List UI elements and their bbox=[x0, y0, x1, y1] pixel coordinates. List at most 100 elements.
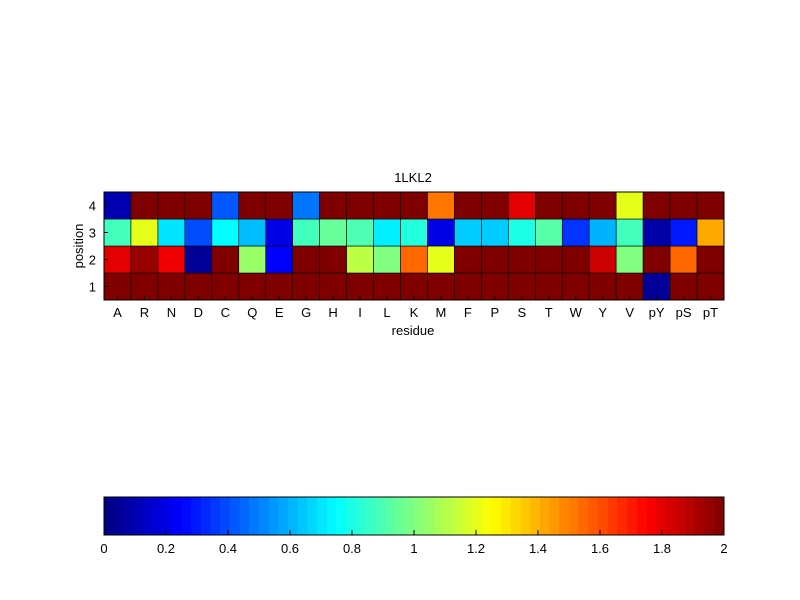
colorbar-segment bbox=[627, 497, 638, 535]
heatmap-cell-F-4 bbox=[454, 191, 482, 220]
colorbar-segment bbox=[346, 497, 357, 535]
colorbar-segment bbox=[675, 497, 686, 535]
colorbar-tick-label: 1.2 bbox=[467, 541, 485, 556]
heatmap-cell-Q-3 bbox=[238, 218, 267, 247]
colorbar-segment bbox=[162, 497, 173, 535]
colorbar-segment bbox=[607, 497, 618, 535]
colorbar-tick-label: 1.4 bbox=[529, 541, 547, 556]
heatmap-cell-P-4 bbox=[481, 191, 509, 220]
heatmap-cell-M-4 bbox=[427, 191, 455, 220]
heatmap-cell-M-2 bbox=[427, 245, 455, 274]
heatmap-cell-Q-2 bbox=[238, 245, 267, 274]
colorbar-segment bbox=[229, 497, 241, 535]
x-tick-label: D bbox=[194, 305, 203, 320]
colorbar-segment bbox=[152, 497, 163, 535]
x-axis-label: residue bbox=[392, 323, 435, 338]
colorbar-segment bbox=[617, 497, 628, 535]
heatmap-cell-pS-4 bbox=[669, 191, 698, 220]
colorbar-segment bbox=[181, 497, 192, 535]
heatmap-cell-Y-2 bbox=[588, 245, 617, 274]
heatmap-cell-G-2 bbox=[292, 245, 320, 274]
colorbar-segment bbox=[104, 497, 115, 535]
colorbar-segment bbox=[443, 497, 454, 535]
heatmap-cell-I-1 bbox=[346, 272, 374, 301]
colorbar-segment bbox=[501, 497, 512, 535]
x-tick-label: S bbox=[517, 305, 526, 320]
heatmap-cell-R-2 bbox=[130, 245, 159, 274]
colorbar-tick-label: 1.6 bbox=[591, 541, 609, 556]
x-tick-label: R bbox=[140, 305, 149, 320]
colorbar-segment bbox=[288, 497, 299, 535]
heatmap-cell-N-3 bbox=[157, 218, 186, 247]
colorbar-segment bbox=[491, 497, 502, 535]
x-tick-label: V bbox=[625, 305, 634, 320]
colorbar-tick-label: 0.6 bbox=[281, 541, 299, 556]
colorbar-segment bbox=[326, 497, 337, 535]
heatmap-cell-P-3 bbox=[481, 218, 509, 247]
colorbar-segment bbox=[656, 497, 667, 535]
colorbar-segment bbox=[210, 497, 221, 535]
x-tick-label: N bbox=[167, 305, 176, 320]
heatmap-cell-H-1 bbox=[319, 272, 347, 301]
heatmap-cell-Y-4 bbox=[588, 191, 617, 220]
colorbar-segment bbox=[268, 497, 279, 535]
heatmap-cell-H-3 bbox=[319, 218, 347, 247]
heatmap-cell-pY-1 bbox=[642, 272, 671, 301]
colorbar-tick-label: 0.2 bbox=[157, 541, 175, 556]
x-tick-label: Y bbox=[598, 305, 607, 320]
x-tick-label: E bbox=[275, 305, 284, 320]
heatmap-cell-V-3 bbox=[615, 218, 644, 247]
heatmap-cell-pY-4 bbox=[642, 191, 671, 220]
heatmap-cell-Y-3 bbox=[588, 218, 617, 247]
y-tick-label: 2 bbox=[89, 253, 96, 268]
heatmap-cell-A-4 bbox=[103, 191, 132, 220]
x-tick-label: Q bbox=[247, 305, 257, 320]
chart-title: 1LKL2 bbox=[394, 170, 432, 185]
heatmap-cell-pS-2 bbox=[669, 245, 698, 274]
heatmap-cell-L-4 bbox=[373, 191, 401, 220]
colorbar-tick-label: 0 bbox=[100, 541, 107, 556]
colorbar-segment bbox=[530, 497, 541, 535]
colorbar bbox=[104, 497, 725, 535]
heatmap-cell-Y-1 bbox=[588, 272, 617, 301]
colorbar-segment bbox=[665, 497, 677, 535]
x-tick-label: G bbox=[301, 305, 311, 320]
heatmap-cell-V-1 bbox=[615, 272, 644, 301]
heatmap-cell-R-4 bbox=[130, 191, 159, 220]
colorbar-segment bbox=[239, 497, 250, 535]
colorbar-tick-label: 0.4 bbox=[219, 541, 237, 556]
heatmap-cell-C-4 bbox=[211, 191, 240, 220]
heatmap-cell-V-4 bbox=[615, 191, 644, 220]
colorbar-segment bbox=[278, 497, 289, 535]
heatmap-cell-D-2 bbox=[184, 245, 213, 274]
heatmap-cell-C-3 bbox=[211, 218, 240, 247]
heatmap-cell-M-3 bbox=[427, 218, 455, 247]
colorbar-segment bbox=[375, 497, 386, 535]
colorbar-segment bbox=[171, 497, 182, 535]
heatmap-cell-L-2 bbox=[373, 245, 401, 274]
heatmap-cell-pS-1 bbox=[669, 272, 698, 301]
heatmap-cell-S-1 bbox=[508, 272, 536, 301]
heatmap-cell-G-1 bbox=[292, 272, 320, 301]
heatmap-cell-A-3 bbox=[103, 218, 132, 247]
colorbar-ticks: 0 0.2 0.4 0.6 0.8 1 1.2 1.4 1.6 1.8 2 bbox=[100, 530, 728, 556]
colorbar-segment bbox=[297, 497, 308, 535]
heatmap-cell-T-4 bbox=[535, 191, 563, 220]
heatmap-cell-D-1 bbox=[184, 272, 213, 301]
colorbar-segment bbox=[694, 497, 706, 535]
x-tick-label: A bbox=[113, 305, 122, 320]
x-tick-label: W bbox=[570, 305, 583, 320]
heatmap-cell-Q-4 bbox=[238, 191, 267, 220]
x-tick-label: C bbox=[221, 305, 230, 320]
x-tick-label: K bbox=[410, 305, 419, 320]
heatmap-cell-A-1 bbox=[103, 272, 132, 301]
y-tick-label: 3 bbox=[89, 226, 96, 241]
heatmap-cell-D-3 bbox=[184, 218, 213, 247]
heatmap-cell-G-3 bbox=[292, 218, 320, 247]
y-tick-label: 4 bbox=[89, 199, 96, 214]
colorbar-segment bbox=[704, 497, 715, 535]
colorbar-segment bbox=[452, 497, 463, 535]
heatmap-cell-T-3 bbox=[535, 218, 563, 247]
colorbar-segment bbox=[472, 497, 483, 535]
x-tick-label: P bbox=[491, 305, 500, 320]
